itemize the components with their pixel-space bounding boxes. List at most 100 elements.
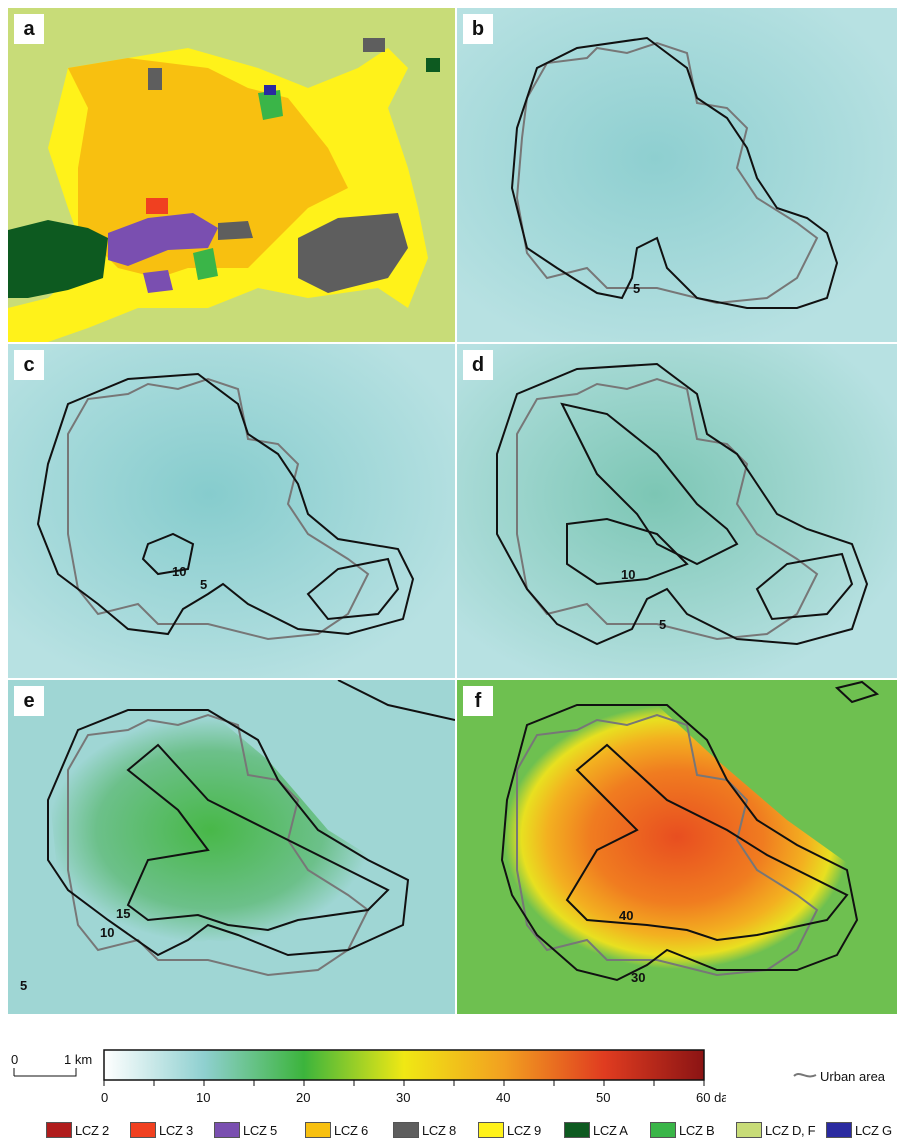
lcz-legend-item: LCZ 2 xyxy=(46,1120,109,1140)
urban-area-line-icon xyxy=(793,1073,817,1078)
lcz-swatch xyxy=(393,1122,419,1138)
contour-10 xyxy=(560,402,739,566)
lcz-swatch xyxy=(478,1122,504,1138)
lcz-label: LCZ 6 xyxy=(334,1122,368,1138)
contour-label-40: 40 xyxy=(619,908,633,923)
contour-10 xyxy=(141,532,195,576)
panel-f-map: 40 30 f xyxy=(457,680,897,1014)
colorbar-tick-label: 0 xyxy=(101,1090,108,1105)
lcz-3-area xyxy=(146,198,168,214)
panel-label: f xyxy=(463,686,493,716)
scale-distance-label: 1 km xyxy=(64,1052,92,1067)
lcz-legend-item: LCZ 5 xyxy=(214,1120,277,1140)
lcz-label: LCZ B xyxy=(679,1122,715,1138)
panel-e-map: 15 10 5 e xyxy=(8,680,455,1014)
lcz-swatch xyxy=(650,1122,676,1138)
lcz-legend-item: LCZ 9 xyxy=(478,1120,541,1140)
colorbar: 0 10 20 30 40 50 60 day xyxy=(96,1046,736,1106)
contour-5 xyxy=(36,372,415,636)
lcz-swatch xyxy=(305,1122,331,1138)
panel-d-map: 10 5 d xyxy=(457,344,897,678)
urban-area-outline xyxy=(67,713,370,977)
colorbar-tick-label: 30 xyxy=(396,1090,410,1105)
lcz-label: LCZ 8 xyxy=(422,1122,456,1138)
lcz-swatch xyxy=(564,1122,590,1138)
panel-c-map: 10 5 c xyxy=(8,344,455,678)
heat-map-c: 10 5 xyxy=(8,344,455,678)
colorbar-tick-label: 20 xyxy=(296,1090,310,1105)
lcz-swatch xyxy=(214,1122,240,1138)
lcz-8-small xyxy=(218,221,253,240)
lcz-label: LCZ G xyxy=(855,1122,892,1138)
panel-a-lcz-map: a xyxy=(8,8,455,342)
lcz-map xyxy=(8,8,455,342)
contour-label-10: 10 xyxy=(172,564,186,579)
contour-label-5: 5 xyxy=(659,617,666,632)
lcz-8-area xyxy=(298,213,408,293)
panel-label: e xyxy=(14,686,44,716)
lcz-g-area xyxy=(264,85,276,95)
panel-label: d xyxy=(463,350,493,380)
lcz-legend-item: LCZ G xyxy=(826,1120,892,1140)
lcz-a-ne xyxy=(426,58,440,72)
contour-30 xyxy=(500,704,859,982)
contour-5 xyxy=(510,36,839,309)
urban-area-outline xyxy=(67,377,370,641)
heat-map-e: 15 10 5 xyxy=(8,680,455,1014)
lcz-swatch xyxy=(130,1122,156,1138)
contour-label-5: 5 xyxy=(633,281,640,296)
lcz-legend-item: LCZ D, F xyxy=(736,1120,816,1140)
lcz-legend-item: LCZ 3 xyxy=(130,1120,193,1140)
panel-label: c xyxy=(14,350,44,380)
lcz-legend-item: LCZ 6 xyxy=(305,1120,368,1140)
panel-label: a xyxy=(14,14,44,44)
lcz-label: LCZ A xyxy=(593,1122,628,1138)
heat-map-f: 40 30 xyxy=(457,680,897,1014)
lcz-label: LCZ 9 xyxy=(507,1122,541,1138)
contour-10 xyxy=(47,709,410,957)
colorbar-gradient xyxy=(103,1049,705,1081)
lcz-swatch xyxy=(46,1122,72,1138)
contour-15 xyxy=(126,743,390,932)
contour-10-south xyxy=(566,517,689,586)
contour-10-east xyxy=(306,557,400,621)
colorbar-tick-label: 40 xyxy=(496,1090,510,1105)
lcz-label: LCZ D, F xyxy=(765,1122,816,1138)
lcz-b-north xyxy=(258,90,283,120)
lcz-legend-item: LCZ 8 xyxy=(393,1120,456,1140)
contour-10-east xyxy=(755,552,854,621)
contour-label-10: 10 xyxy=(100,925,114,940)
contour-label-30: 30 xyxy=(631,970,645,985)
urban-area-legend: Urban area xyxy=(790,1066,897,1086)
contour-label-10: 10 xyxy=(621,567,635,582)
urban-area-outline xyxy=(515,41,819,305)
contour-label-5: 5 xyxy=(200,577,207,592)
contour-30-ne xyxy=(834,680,880,704)
lcz-legend-item: LCZ A xyxy=(564,1120,628,1140)
urban-area-outline xyxy=(516,377,819,641)
lcz-legend-item: LCZ B xyxy=(650,1120,715,1140)
lcz-a-area xyxy=(8,220,108,298)
heat-map-b: 5 xyxy=(457,8,897,342)
colorbar-tick-label: 50 xyxy=(596,1090,610,1105)
colorbar-tick-label: 10 xyxy=(196,1090,210,1105)
lcz-swatch xyxy=(736,1122,762,1138)
lcz-8-north xyxy=(148,68,162,90)
heat-map-d: 10 5 xyxy=(457,344,897,678)
lcz-5-area xyxy=(108,213,218,266)
contour-5 xyxy=(337,680,455,721)
contour-label-5: 5 xyxy=(20,978,27,993)
panel-b-map: 5 b xyxy=(457,8,897,342)
lcz-b-area xyxy=(193,248,218,280)
scale-zero-label: 0 xyxy=(11,1052,18,1067)
colorbar-tick-label: 60 day xyxy=(696,1090,726,1105)
panel-label: b xyxy=(463,14,493,44)
lcz-8-ne xyxy=(363,38,385,52)
contour-label-15: 15 xyxy=(116,906,130,921)
lcz-label: LCZ 3 xyxy=(159,1122,193,1138)
lcz-swatch xyxy=(826,1122,852,1138)
urban-area-label: Urban area xyxy=(820,1069,886,1084)
lcz-label: LCZ 5 xyxy=(243,1122,277,1138)
scale-bar: 0 1 km xyxy=(8,1050,98,1082)
urban-area-outline xyxy=(516,713,819,977)
